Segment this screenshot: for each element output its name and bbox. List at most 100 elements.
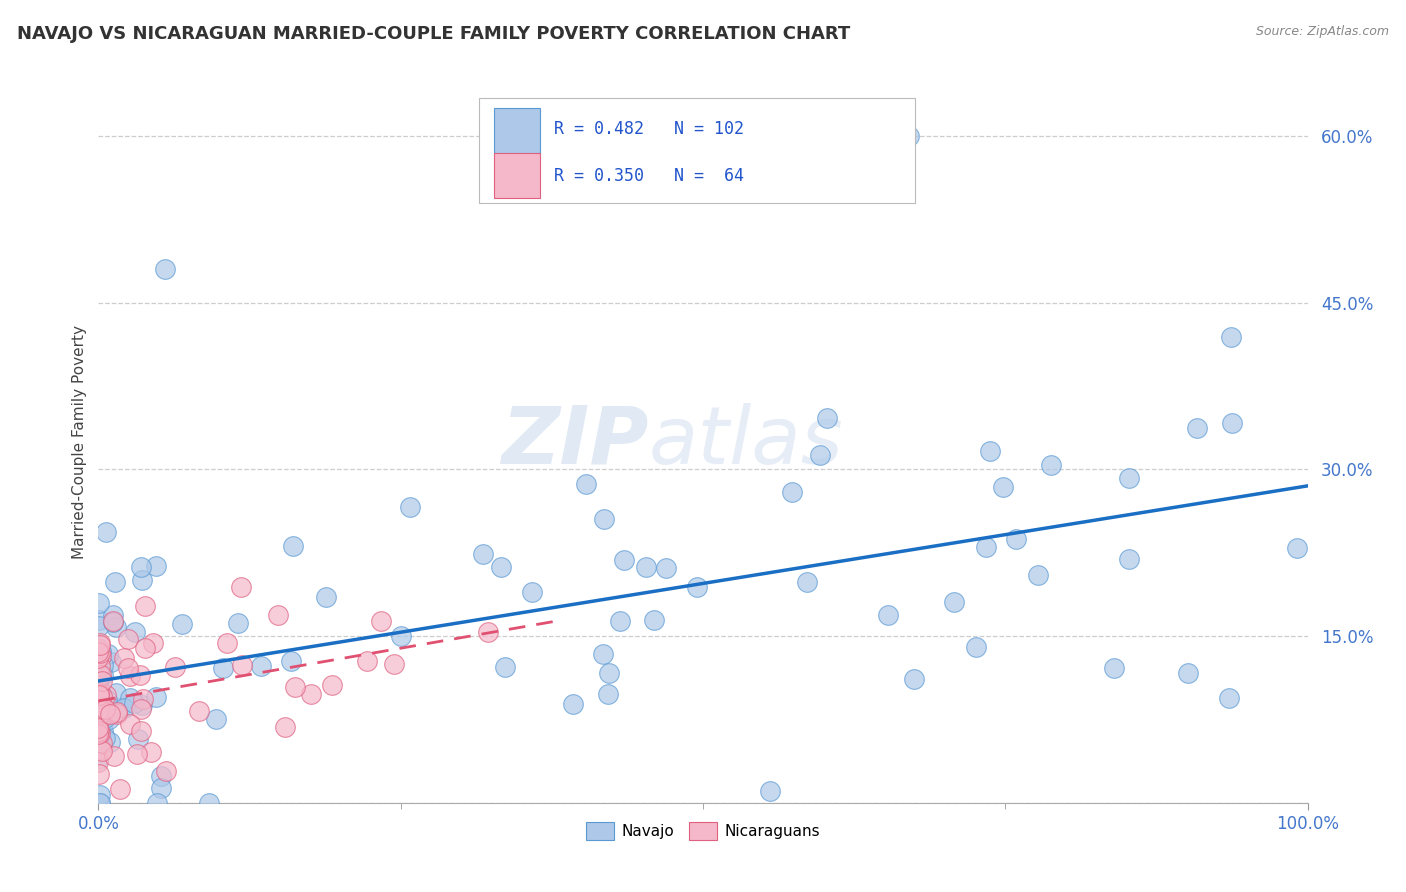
Point — [284, 681, 307, 695]
Point — [97, 647, 120, 661]
Point — [150, 769, 173, 783]
Point — [280, 654, 302, 668]
Point — [477, 624, 499, 639]
Point — [87, 641, 110, 656]
Point — [87, 716, 110, 731]
Point — [91, 724, 114, 739]
Point — [87, 732, 110, 747]
Point — [131, 560, 153, 574]
Point — [90, 644, 112, 658]
Point — [1285, 541, 1308, 556]
Point — [609, 614, 631, 628]
FancyBboxPatch shape — [494, 153, 540, 198]
Point — [90, 649, 112, 664]
Point — [108, 701, 131, 715]
Point — [643, 613, 665, 627]
Point — [120, 690, 142, 705]
Point — [87, 702, 110, 716]
Point — [101, 608, 124, 623]
Point — [98, 707, 121, 722]
Point — [89, 639, 111, 653]
Point — [217, 636, 239, 650]
Point — [226, 615, 249, 630]
Point — [1177, 665, 1199, 680]
Point — [127, 731, 149, 746]
Point — [146, 796, 169, 810]
Point — [104, 575, 127, 590]
Point — [613, 553, 636, 567]
Point — [231, 580, 253, 594]
Point — [103, 749, 125, 764]
Point — [131, 573, 153, 587]
Point — [90, 710, 112, 724]
Point — [876, 607, 898, 622]
Point — [903, 672, 925, 686]
Point — [491, 559, 513, 574]
Point — [170, 616, 193, 631]
Point — [205, 712, 228, 726]
Point — [562, 697, 585, 711]
Point — [91, 736, 114, 750]
Point — [87, 619, 110, 633]
Point — [153, 262, 176, 277]
Point — [89, 707, 111, 722]
Point — [758, 783, 780, 797]
Point — [231, 658, 253, 673]
Point — [592, 647, 614, 661]
Point — [117, 661, 139, 675]
Point — [1026, 568, 1049, 582]
Text: atlas: atlas — [648, 402, 844, 481]
Point — [1005, 532, 1028, 546]
Point — [1218, 690, 1240, 705]
Point — [979, 443, 1001, 458]
Point — [198, 796, 221, 810]
Point — [117, 632, 139, 646]
Y-axis label: Married-Couple Family Poverty: Married-Couple Family Poverty — [72, 325, 87, 558]
Point — [315, 590, 337, 604]
Point — [139, 745, 162, 759]
Point — [89, 723, 111, 738]
Point — [87, 767, 110, 781]
Point — [575, 477, 598, 491]
Point — [105, 706, 128, 720]
Point — [118, 669, 141, 683]
Point — [89, 695, 111, 709]
Point — [299, 687, 322, 701]
Point — [636, 559, 658, 574]
Point — [472, 547, 495, 561]
Point — [101, 615, 124, 629]
Point — [267, 607, 290, 622]
Point — [89, 788, 111, 802]
Point — [93, 711, 115, 725]
Point — [150, 781, 173, 796]
Point — [87, 650, 110, 665]
Point — [105, 706, 128, 721]
Point — [389, 629, 412, 643]
Point — [87, 675, 110, 690]
Point — [131, 698, 153, 712]
Point — [94, 699, 117, 714]
Text: Source: ZipAtlas.com: Source: ZipAtlas.com — [1256, 25, 1389, 38]
Point — [87, 641, 110, 656]
Point — [94, 689, 117, 703]
Point — [89, 682, 111, 697]
Point — [145, 558, 167, 573]
Point — [89, 636, 111, 650]
Point — [89, 726, 111, 740]
Point — [90, 667, 112, 681]
Point — [145, 690, 167, 705]
Point — [96, 693, 118, 707]
Point — [1185, 420, 1208, 434]
Point — [273, 720, 295, 734]
Point — [89, 796, 111, 810]
Text: ZIP: ZIP — [501, 402, 648, 481]
Point — [129, 723, 152, 738]
Point — [943, 595, 966, 609]
Point — [89, 613, 111, 627]
Point — [1102, 661, 1125, 675]
Point — [89, 596, 111, 610]
FancyBboxPatch shape — [479, 98, 915, 203]
Point — [90, 689, 112, 703]
Point — [105, 686, 128, 700]
Point — [211, 660, 233, 674]
